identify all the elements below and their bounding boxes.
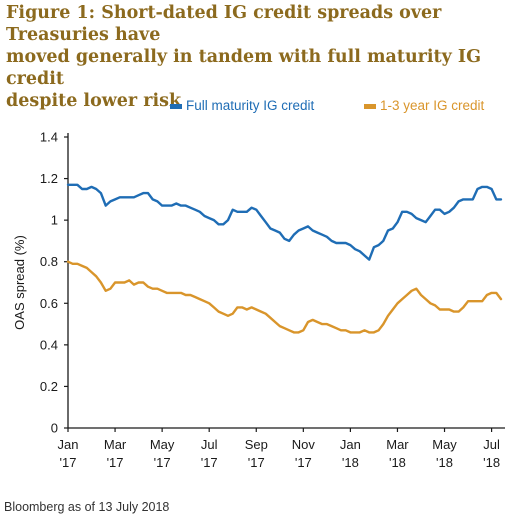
x-tick-label-year-4: '17 <box>248 455 265 470</box>
y-tick-label-7: 1.4 <box>40 130 58 145</box>
legend-label-full: Full maturity IG credit <box>186 98 315 113</box>
series-line-full-maturity <box>66 183 503 261</box>
x-tick-label-month-1: Mar <box>104 437 127 452</box>
x-tick-label-year-6: '18 <box>342 455 359 470</box>
legend-label-short: 1-3 year IG credit <box>380 98 485 113</box>
x-tick-label-month-3: Jul <box>201 437 218 452</box>
x-tick-label-year-2: '17 <box>154 455 171 470</box>
legend-swatch-short <box>364 103 376 109</box>
y-tick-label-6: 1.2 <box>40 171 58 186</box>
x-tick-label-month-9: Jul <box>483 437 500 452</box>
x-tick-label-month-6: Jan <box>340 437 361 452</box>
series-line-1-3-year <box>66 260 503 334</box>
x-tick-label-month-2: May <box>150 437 175 452</box>
y-tick-label-2: 0.4 <box>40 337 58 352</box>
y-tick-label-3: 0.6 <box>40 296 58 311</box>
title-line-2: moved generally in tandem with full matu… <box>6 47 482 89</box>
y-tick-label-5: 1 <box>51 213 58 228</box>
x-tick-label-year-3: '17 <box>201 455 218 470</box>
x-tick-label-year-1: '17 <box>107 455 124 470</box>
x-tick-label-month-0: Jan <box>58 437 79 452</box>
legend-swatch-full <box>170 103 182 109</box>
title-line-3: despite lower risk <box>6 91 182 111</box>
y-tick-label-4: 0.8 <box>40 254 58 269</box>
legend-item-full: Full maturity IG credit <box>170 98 314 113</box>
y-axis-label: OAS spread (%) <box>12 235 27 330</box>
source-note: Bloomberg as of 13 July 2018 <box>4 500 170 514</box>
x-tick-label-year-7: '18 <box>389 455 406 470</box>
legend-item-short: 1-3 year IG credit <box>364 98 484 113</box>
y-tick-label-0: 0 <box>51 421 58 436</box>
title-line-1: Figure 1: Short-dated IG credit spreads … <box>6 3 442 45</box>
x-tick-label-month-5: Nov <box>292 437 316 452</box>
x-tick-label-year-8: '18 <box>436 455 453 470</box>
y-tick-label-1: 0.2 <box>40 379 58 394</box>
x-tick-label-year-9: '18 <box>483 455 500 470</box>
x-tick-label-year-5: '17 <box>295 455 312 470</box>
x-tick-label-month-8: May <box>432 437 457 452</box>
x-tick-label-year-0: '17 <box>60 455 77 470</box>
x-tick-label-month-4: Sep <box>245 437 268 452</box>
chart-title: Figure 1: Short-dated IG credit spreads … <box>6 2 506 112</box>
x-tick-label-month-7: Mar <box>386 437 409 452</box>
